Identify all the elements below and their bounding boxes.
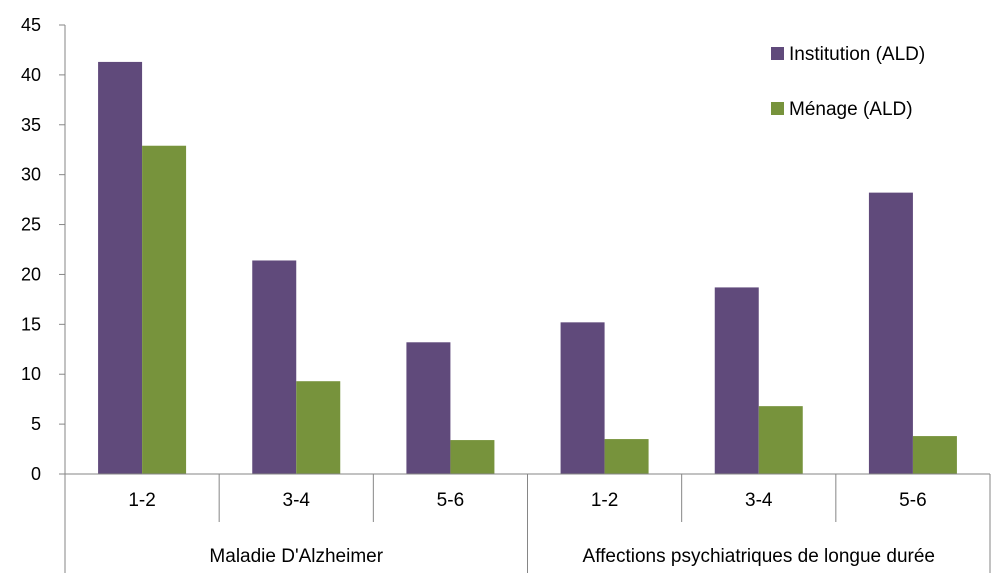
bar-menage — [604, 439, 649, 474]
y-tick-label: 30 — [21, 165, 41, 185]
y-tick-label: 40 — [21, 65, 41, 85]
x-tick-label: 5-6 — [899, 490, 926, 511]
legend-label: Ménage (ALD) — [789, 99, 913, 120]
legend-swatch — [771, 47, 784, 60]
y-axis: 0 5 10 15 20 25 30 35 40 45 — [21, 15, 66, 484]
x-axis: 1-2 3-4 5-6 1-2 3-4 5-6 Maladie D'Alzheimer Aff… — [64, 473, 991, 573]
y-tick-label: 15 — [21, 314, 41, 334]
bar-menage — [450, 440, 495, 474]
bar-menage — [758, 406, 803, 474]
legend-swatch — [771, 102, 784, 115]
x-group-label: Affections psychiatriques de longue duré… — [583, 546, 935, 567]
bar-institution — [252, 260, 297, 474]
y-tick-label: 10 — [21, 364, 41, 384]
x-group-label: Maladie D'Alzheimer — [209, 546, 383, 567]
x-tick-label: 3-4 — [283, 490, 311, 511]
y-tick-label: 20 — [21, 264, 41, 284]
bar-institution — [560, 322, 605, 474]
x-tick-label: 1-2 — [128, 490, 155, 511]
bar-institution — [406, 342, 451, 474]
bar-institution — [98, 61, 143, 474]
bar-menage — [296, 381, 341, 474]
bar-institution — [714, 287, 759, 474]
y-tick-label: 0 — [31, 464, 41, 484]
y-tick-label: 35 — [21, 115, 41, 135]
bar-institution — [868, 192, 913, 475]
x-tick-label: 1-2 — [591, 490, 618, 511]
y-tick-label: 45 — [21, 15, 41, 35]
y-tick-label: 25 — [21, 215, 41, 235]
bar-menage — [142, 145, 187, 474]
legend-label: Institution (ALD) — [789, 44, 925, 65]
bar-menage — [912, 436, 957, 474]
legend: Institution (ALD) Ménage (ALD) — [771, 44, 925, 120]
y-tick-label: 5 — [31, 414, 41, 434]
x-tick-label: 3-4 — [745, 490, 773, 511]
x-tick-label: 5-6 — [437, 490, 464, 511]
bars — [98, 61, 957, 475]
